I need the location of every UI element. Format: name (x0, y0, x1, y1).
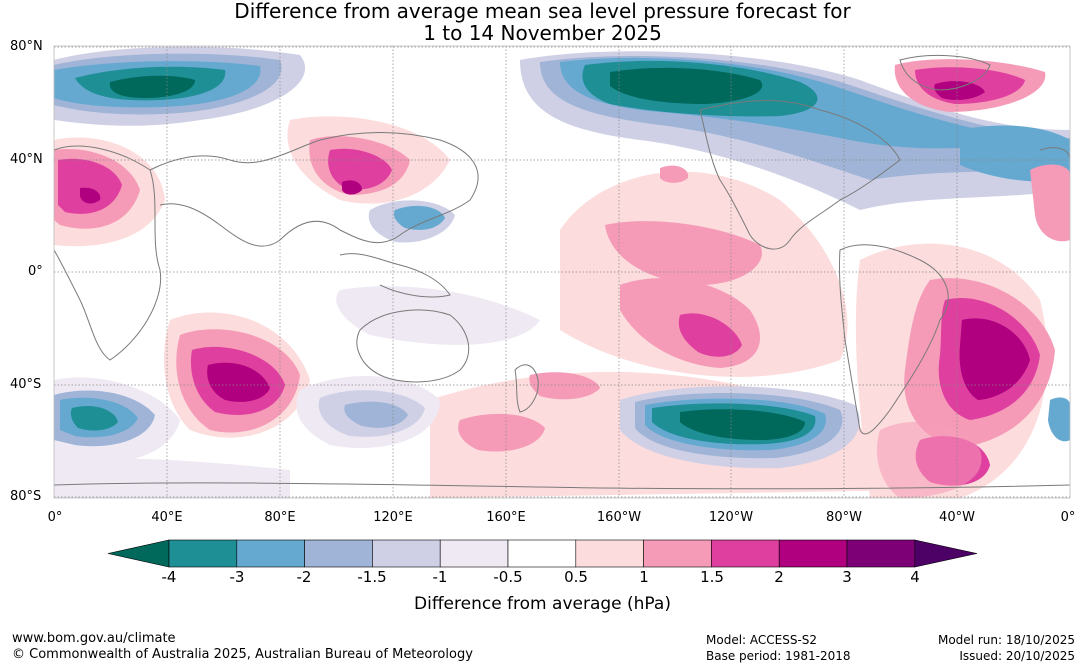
colorbar-swatch (236, 539, 305, 568)
colorbar-tick-label: -1 (432, 568, 448, 586)
colorbar-tick-label: 4 (910, 568, 920, 586)
coastlines (54, 54, 1070, 490)
colorbar-tick-label: -4 (161, 568, 177, 586)
colorbar-tick-label: -1.5 (357, 568, 387, 586)
colorbar-tick-label: 2 (774, 568, 784, 586)
colorbar-swatch (711, 539, 780, 568)
lon-label-0-right: 0° (1060, 510, 1076, 525)
colorbar-tick-label: -2 (296, 568, 312, 586)
colorbar-swatch (643, 539, 712, 568)
lat-label-equator: 0° (28, 264, 43, 279)
colorbar-tick-label: 1 (639, 568, 649, 586)
colorbar-tick-label: 3 (842, 568, 852, 586)
colorbar-swatch (575, 539, 644, 568)
colorbar-tick-label: -3 (229, 568, 245, 586)
lat-label-40s: 40°S (10, 377, 42, 392)
footer-copyright: © Commonwealth of Australia 2025, Austra… (12, 647, 473, 662)
colorbar-swatch (778, 539, 848, 568)
lon-label-80w: 80°W (826, 510, 862, 525)
colorbar-tick-label: 0.5 (564, 568, 588, 586)
colorbar-swatch (846, 539, 916, 568)
colorbar-extend-high (914, 539, 978, 568)
colorbar-swatch (304, 539, 373, 568)
negative-anomaly-region-indonesia (336, 286, 540, 345)
lat-label-40n: 40°N (10, 152, 43, 167)
lat-label-80s: 80°S (10, 489, 42, 504)
colorbar-swatch (168, 539, 238, 568)
colorbar (107, 539, 978, 568)
colorbar-tick-label: 1.5 (700, 568, 724, 586)
map-title-line1: Difference from average mean sea level p… (234, 0, 851, 23)
lat-label-80n: 80°N (10, 39, 43, 54)
lon-label-0-left: 0° (47, 510, 63, 525)
footer-issued: Issued: 20/10/2025 (959, 649, 1075, 663)
anomaly-field (54, 46, 1070, 498)
lon-label-40e: 40°E (151, 510, 183, 525)
colorbar-swatch (507, 539, 577, 568)
map-title-line2: 1 to 14 November 2025 (423, 21, 662, 45)
graticule (54, 46, 1070, 498)
footer-website: www.bom.gov.au/climate (12, 631, 176, 646)
lon-label-120e: 120°E (373, 510, 413, 525)
colorbar-extend-low (107, 539, 170, 568)
colorbar-tick-label: -0.5 (493, 568, 523, 586)
colorbar-swatch (372, 539, 441, 568)
footer-base-period: Base period: 1981-2018 (706, 649, 851, 663)
lon-label-160w: 160°W (596, 510, 642, 525)
lon-label-120w: 120°W (708, 510, 754, 525)
lon-label-80e: 80°E (264, 510, 296, 525)
colorbar-swatch (439, 539, 509, 568)
footer-model: Model: ACCESS-S2 (706, 633, 818, 647)
colorbar-title: Difference from average (hPa) (414, 594, 671, 614)
footer-model-run: Model run: 18/10/2025 (937, 633, 1075, 647)
lon-label-40w: 40°W (939, 510, 975, 525)
lon-label-160e: 160°E (486, 510, 526, 525)
